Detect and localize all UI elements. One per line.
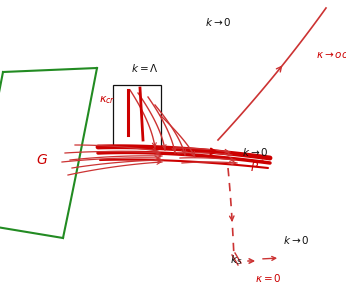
Text: $k \rightarrow 0$: $k \rightarrow 0$ <box>205 16 231 28</box>
Text: $k_S$: $k_S$ <box>230 253 242 267</box>
Text: $\kappa = 0$: $\kappa = 0$ <box>255 272 281 284</box>
Text: $\kappa_{cr}$: $\kappa_{cr}$ <box>99 94 115 106</box>
Text: $k \rightarrow 0$: $k \rightarrow 0$ <box>283 234 309 246</box>
Text: $k = \Lambda$: $k = \Lambda$ <box>131 62 159 74</box>
Text: $G$: $G$ <box>36 153 48 167</box>
Text: $k \rightarrow 0$: $k \rightarrow 0$ <box>242 146 268 158</box>
Text: $P^*$: $P^*$ <box>250 159 266 175</box>
Text: $\kappa \rightarrow oo$: $\kappa \rightarrow oo$ <box>316 50 346 60</box>
Bar <box>113 85 161 147</box>
